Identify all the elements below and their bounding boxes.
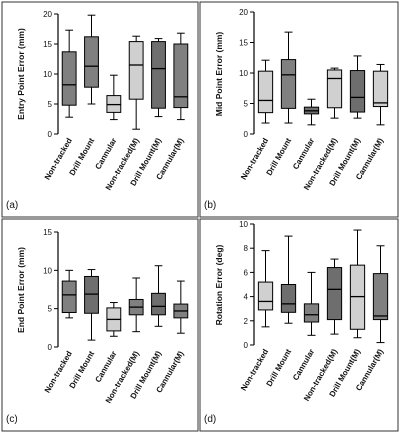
panel-2: 0 5 10 15 20 Mid Point Error (mm) (b) Non-track… xyxy=(199,1,399,218)
box-1 xyxy=(257,59,274,124)
box-3 xyxy=(303,98,320,126)
box-2 xyxy=(280,235,297,324)
box-4 xyxy=(128,277,144,333)
y-tick-label: 5 xyxy=(48,100,53,109)
panel-frame xyxy=(199,218,399,432)
box-1 xyxy=(257,250,274,328)
x-category-label: Cannular xyxy=(291,348,316,383)
box-5 xyxy=(151,265,166,327)
box-1 xyxy=(61,29,77,118)
y-tick-label: 10 xyxy=(43,266,52,275)
y-axis-label: End Point Error (mm) xyxy=(16,247,26,333)
box-2 xyxy=(280,31,297,124)
y-tick-label: 5 xyxy=(244,100,249,109)
y-tick-label: 0 xyxy=(48,130,53,139)
box-iqr xyxy=(61,51,77,106)
panel-label: (b) xyxy=(204,200,216,211)
y-tick-label: 0 xyxy=(244,130,249,139)
y-tick-label: 0 xyxy=(48,343,53,352)
box-iqr xyxy=(84,36,99,88)
box-iqr xyxy=(280,284,297,313)
box-6 xyxy=(372,63,389,126)
box-6 xyxy=(173,280,189,334)
y-tick-label: 10 xyxy=(239,220,248,229)
panel-4: 0 2 4 6 8 10 Rotation Error (deg) (d) Non-tracke… xyxy=(199,218,399,432)
y-tick-label: 4 xyxy=(244,293,249,302)
y-tick-label: 15 xyxy=(43,40,52,49)
box-4 xyxy=(326,67,343,119)
y-tick-label: 10 xyxy=(239,69,248,78)
box-iqr xyxy=(61,280,77,314)
box-5 xyxy=(151,38,166,118)
y-tick-label: 15 xyxy=(43,228,52,237)
box-3 xyxy=(106,302,122,337)
box-iqr xyxy=(257,281,274,311)
box-3 xyxy=(303,271,320,336)
box-iqr xyxy=(257,70,274,114)
y-axis-label: Rotation Error (deg) xyxy=(214,244,224,325)
box-iqr xyxy=(303,303,320,323)
box-iqr xyxy=(372,273,389,321)
box-iqr xyxy=(349,70,366,113)
y-tick-label: 5 xyxy=(48,305,53,314)
x-category-label: Cannular xyxy=(291,137,316,172)
x-category-label: Non-tracked xyxy=(239,136,270,181)
box-iqr xyxy=(372,70,389,108)
box-iqr xyxy=(151,292,166,316)
y-tick-label: 20 xyxy=(43,10,52,19)
y-tick-label: 0 xyxy=(244,341,249,350)
panel-label: (d) xyxy=(204,414,216,425)
box-iqr xyxy=(326,69,343,109)
box-5 xyxy=(349,229,366,339)
box-iqr xyxy=(173,43,189,109)
box-iqr xyxy=(326,267,343,321)
box-6 xyxy=(173,32,189,121)
y-tick-label: 6 xyxy=(244,268,249,277)
box-6 xyxy=(372,245,389,344)
box-2 xyxy=(84,269,99,341)
panel-label: (a) xyxy=(6,200,18,211)
box-4 xyxy=(326,258,343,335)
box-1 xyxy=(61,269,77,319)
box-iqr xyxy=(84,275,99,314)
x-category-label: Cannular xyxy=(93,137,118,172)
panel-frame xyxy=(199,1,399,218)
box-iqr xyxy=(151,41,166,109)
x-category-label: Cannular xyxy=(93,350,118,385)
panel-frame xyxy=(1,1,199,218)
box-4 xyxy=(128,35,144,130)
y-axis-label: Entry Point Error (mm) xyxy=(16,28,26,120)
y-tick-label: 15 xyxy=(239,39,248,48)
panel-label: (c) xyxy=(6,414,18,425)
x-category-label: Non-tracked xyxy=(239,347,270,392)
panel-frame xyxy=(1,218,199,432)
y-tick-label: 20 xyxy=(239,8,248,17)
box-iqr xyxy=(280,59,297,109)
y-tick-label: 2 xyxy=(244,317,249,326)
y-tick-label: 8 xyxy=(244,244,249,253)
box-2 xyxy=(84,14,99,105)
box-3 xyxy=(106,74,122,121)
box-iqr xyxy=(128,41,144,100)
y-tick-label: 10 xyxy=(43,70,52,79)
box-5 xyxy=(349,55,366,119)
y-axis-label: Mid Point Error (mm) xyxy=(214,32,224,117)
